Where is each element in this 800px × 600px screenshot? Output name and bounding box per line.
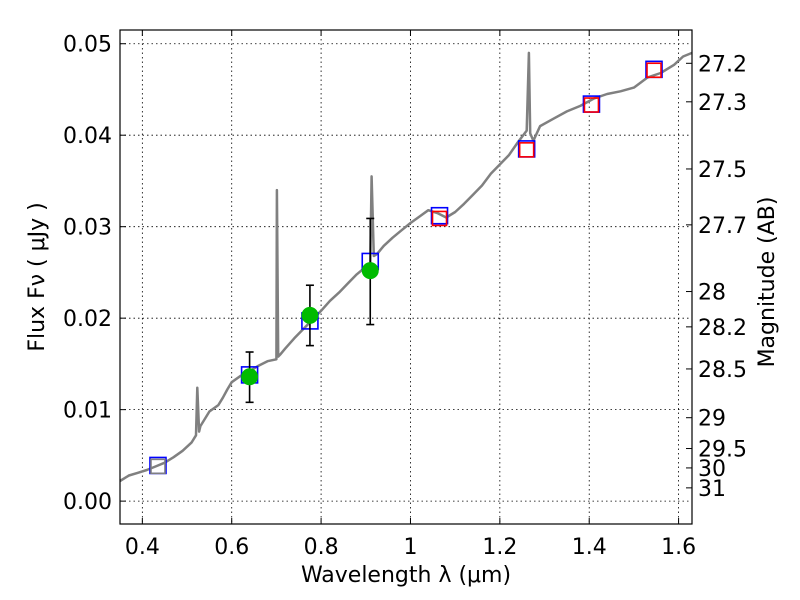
square-marker [646, 62, 662, 79]
square-marker [431, 210, 448, 227]
plot-series [119, 51, 693, 483]
magnitude-tick-label: 28 [698, 281, 726, 306]
magnitude-tick-label: 28.2 [698, 316, 747, 341]
y-tick-label: 0.01 [63, 399, 112, 424]
y-tick-label: 0.04 [63, 124, 112, 149]
magnitude-tick-label: 27.2 [698, 52, 747, 77]
magnitude-tick-label: 28.5 [698, 358, 747, 383]
right-axis-label: Magnitude (AB) [755, 197, 780, 368]
x-tick-label: 1.4 [572, 535, 607, 560]
y-tick-label: 0.00 [63, 490, 112, 515]
square-marker [430, 206, 449, 225]
square-marker [583, 97, 600, 113]
magnitude-tick-label: 29 [698, 407, 726, 432]
x-tick-label: 0.8 [304, 535, 339, 560]
x-tick-label: 0.4 [125, 535, 160, 560]
axis-ticks: 0.4 0.6 0.8 1 1.2 1.4 1.6 0.00 0.01 0.02 0.03 0.04 0… [63, 30, 747, 560]
square-marker [518, 142, 535, 158]
y-axis-label: Flux Fν ( μJy ) [25, 202, 50, 351]
magnitude-tick-label: 29.5 [698, 438, 747, 463]
data-point [301, 306, 319, 324]
x-tick-label: 1.6 [661, 535, 696, 560]
x-tick-label: 1.2 [482, 535, 517, 560]
x-tick-label: 0.6 [214, 535, 249, 560]
magnitude-tick-label: 27.3 [698, 91, 747, 116]
magnitude-tick-label: 30 [698, 457, 726, 482]
magnitude-tick-label: 27.7 [698, 214, 747, 239]
x-axis-label: Wavelength λ (μm) [301, 563, 511, 588]
magnitude-tick-label: 27.5 [698, 158, 747, 183]
y-tick-label: 0.02 [63, 307, 112, 332]
x-tick-label: 1 [403, 535, 417, 560]
magnitude-tick-label: 31 [698, 477, 726, 502]
y-tick-label: 0.05 [63, 33, 112, 58]
data-point [361, 262, 379, 280]
data-point [241, 368, 259, 386]
square-marker [150, 458, 166, 475]
grid-lines [120, 30, 692, 524]
y-tick-label: 0.03 [63, 216, 112, 241]
plot-frame [119, 29, 693, 525]
